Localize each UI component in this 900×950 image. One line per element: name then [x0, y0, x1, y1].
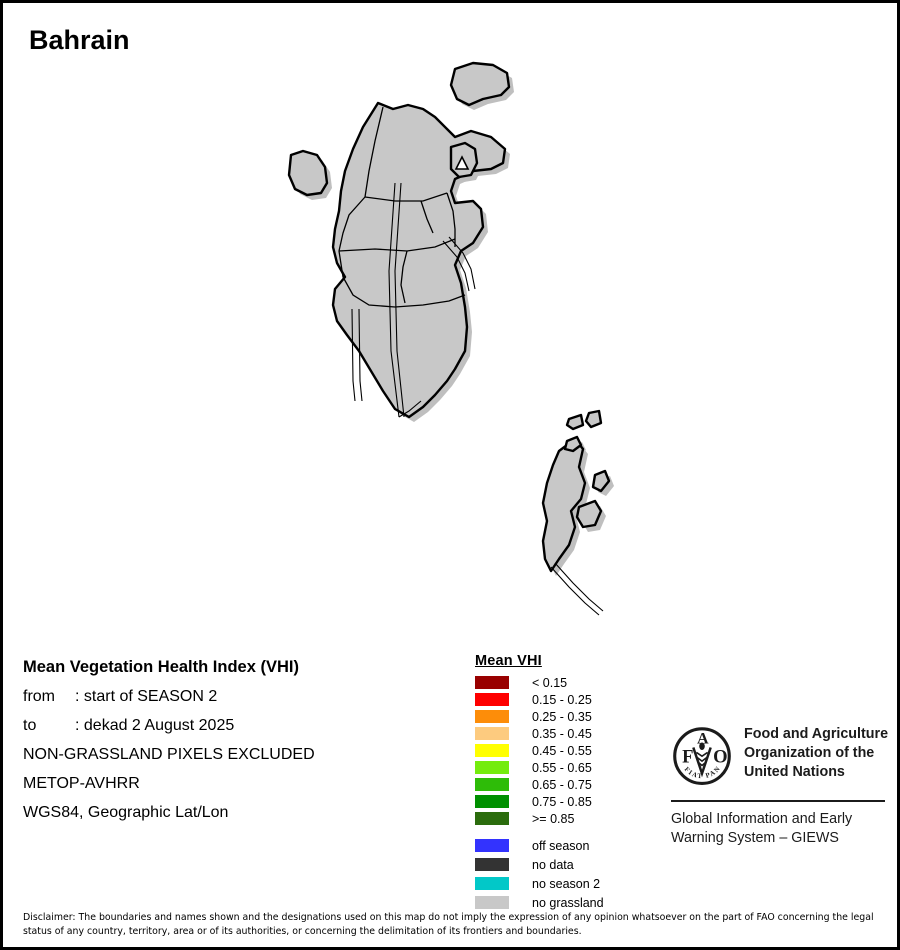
svg-text:O: O [713, 746, 727, 767]
legend-class-swatch [475, 676, 509, 689]
map-causeway-lines [351, 182, 604, 616]
legend-class-label: 0.55 - 0.65 [532, 760, 592, 775]
legend-special-row[interactable]: no data [475, 855, 604, 874]
legend-class-swatch [475, 727, 509, 740]
fao-system-name: Global Information and Early Warning Syst… [671, 810, 889, 848]
metadata-to-row: to : dekad 2 August 2025 [23, 717, 453, 735]
fao-organization-line: United Nations [744, 764, 845, 780]
legend-class-row[interactable]: 0.25 - 0.35 [475, 708, 604, 725]
map-regions[interactable] [287, 61, 611, 573]
region-northeast-islet[interactable] [449, 61, 511, 107]
fao-system-line: Warning System – GIEWS [671, 830, 839, 846]
metadata-to-value: : dekad 2 August 2025 [75, 717, 235, 734]
region-main-island[interactable] [331, 101, 507, 419]
legend-special-label: no grassland [532, 895, 604, 910]
fao-system-line: Global Information and Early [671, 811, 853, 827]
legend-class-label: 0.15 - 0.25 [532, 692, 592, 707]
legend-special-label: no data [532, 857, 574, 872]
legend-class-row[interactable]: < 0.15 [475, 674, 604, 691]
region-hawar-islet-tiny-b[interactable] [584, 409, 603, 429]
metadata-from-key: from [23, 688, 55, 705]
legend-class-row[interactable]: 0.75 - 0.85 [475, 793, 604, 810]
legend-special-row[interactable]: off season [475, 836, 604, 855]
legend-class-label: 0.25 - 0.35 [532, 709, 592, 724]
legend-class-label: 0.75 - 0.85 [532, 794, 592, 809]
metadata-to-key: to [23, 717, 37, 734]
fao-logo-icon: F A O FIAT PANIS [671, 725, 731, 785]
legend-class-row[interactable]: 0.45 - 0.55 [475, 742, 604, 759]
region-hawar-islet-mid[interactable] [591, 469, 611, 493]
legend-class-row[interactable]: 0.65 - 0.75 [475, 776, 604, 793]
page-title: Bahrain [29, 25, 130, 55]
legend-class-label: < 0.15 [532, 675, 568, 690]
legend-class-row[interactable]: 0.55 - 0.65 [475, 759, 604, 776]
disclaimer-text: Disclaimer: The boundaries and names sho… [23, 912, 874, 938]
capital-marker-icon [454, 155, 470, 170]
legend-special-label: no season 2 [532, 876, 601, 891]
legend-class-label: 0.45 - 0.55 [532, 743, 592, 758]
fao-top-row: F A O FIAT PANIS Food and Agriculture Org… [671, 725, 889, 791]
legend-class-swatch [475, 693, 509, 706]
fao-organization-line: Organization of the [744, 745, 875, 761]
region-umm-an-nasan[interactable] [287, 149, 329, 197]
region-hawar-islet-south[interactable] [575, 499, 603, 529]
legend-class-list: < 0.15 0.15 - 0.25 0.25 - 0.35 0.35 - 0.45 0… [475, 674, 604, 827]
fao-organization-line: Food and Agriculture [744, 726, 889, 742]
legend-class-swatch [475, 710, 509, 723]
legend-special-swatch [475, 877, 509, 890]
map-admin-boundaries [338, 106, 466, 308]
fao-organization-name: Food and Agriculture Organization of the U… [744, 725, 888, 782]
legend-special-swatch [475, 858, 509, 871]
legend-class-row[interactable]: >= 0.85 [475, 810, 604, 827]
legend-special-list: off season no data no season 2 no grassland [475, 836, 604, 912]
svg-text:A: A [697, 731, 709, 748]
legend-special-swatch [475, 896, 509, 909]
legend-special-label: off season [532, 838, 590, 853]
legend-class-swatch [475, 795, 509, 808]
metadata-note: NON-GRASSLAND PIXELS EXCLUDED [23, 746, 315, 763]
metadata-block: Mean Vegetation Health Index (VHI) from … [23, 658, 453, 833]
legend-class-label: 0.65 - 0.75 [532, 777, 592, 792]
legend-special-row[interactable]: no season 2 [475, 874, 604, 893]
legend-class-label: >= 0.85 [532, 811, 575, 826]
legend-special-swatch [475, 839, 509, 852]
map-canvas[interactable] [3, 51, 897, 631]
metadata-heading: Mean Vegetation Health Index (VHI) [23, 658, 299, 676]
legend-class-swatch [475, 744, 509, 757]
legend-class-label: 0.35 - 0.45 [532, 726, 592, 741]
region-hawar-islet-tiny-a[interactable] [565, 413, 585, 431]
legend-title: Mean VHI [475, 653, 542, 669]
legend: Mean VHI < 0.15 0.15 - 0.25 0.25 - 0.35 0.3… [475, 653, 604, 912]
legend-class-swatch [475, 761, 509, 774]
legend-special-row[interactable]: no grassland [475, 893, 604, 912]
svg-text:F: F [682, 746, 693, 767]
legend-class-row[interactable]: 0.35 - 0.45 [475, 725, 604, 742]
legend-class-row[interactable]: 0.15 - 0.25 [475, 691, 604, 708]
fao-branding: F A O FIAT PANIS Food and Agriculture Org… [671, 725, 889, 848]
legend-class-swatch [475, 778, 509, 791]
metadata-sensor: METOP-AVHRR [23, 775, 140, 792]
legend-class-swatch [475, 812, 509, 825]
region-hawar-islet-north[interactable] [563, 435, 583, 453]
metadata-from-value: : start of SEASON 2 [75, 688, 218, 705]
metadata-projection: WGS84, Geographic Lat/Lon [23, 804, 229, 821]
region-hawar-main[interactable] [541, 437, 587, 573]
metadata-from-row: from : start of SEASON 2 [23, 688, 453, 706]
fao-divider [671, 800, 885, 802]
